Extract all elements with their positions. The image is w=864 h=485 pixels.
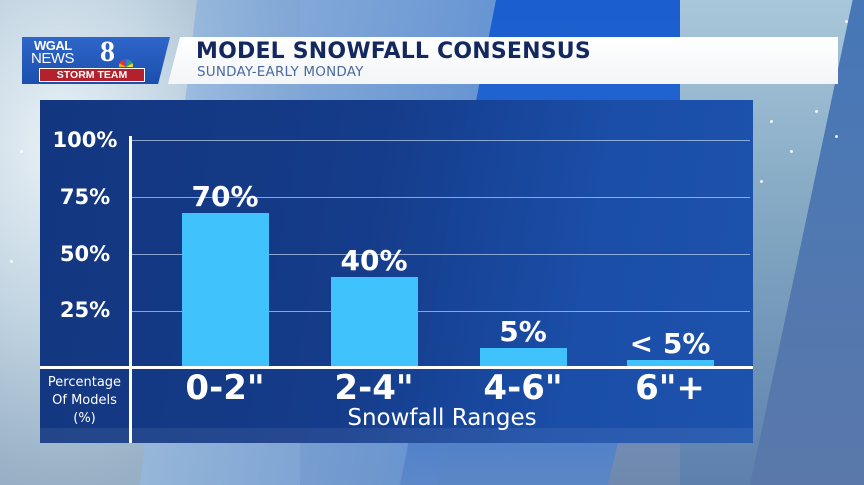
- y-axis-divider: [129, 136, 132, 443]
- snowflake: [20, 150, 23, 153]
- bar-6-plus: [627, 360, 714, 367]
- gridline-50: [130, 254, 750, 255]
- station-logo: WGAL NEWS 8 STORM TEAM: [22, 37, 170, 84]
- snowflake: [760, 180, 763, 183]
- header-bar: WGAL NEWS 8 STORM TEAM MODEL SNOWFALL CO…: [22, 37, 838, 84]
- nbc-peacock-icon: [119, 59, 133, 67]
- y-tick-50: 50%: [59, 242, 111, 266]
- bar-value-label: 70%: [191, 180, 259, 213]
- logo-wgal-text: WGAL: [34, 38, 72, 53]
- title-bar: MODEL SNOWFALL CONSENSUS SUNDAY-EARLY MO…: [168, 37, 838, 84]
- snowflake: [770, 120, 773, 123]
- logo-news-text: NEWS: [31, 50, 75, 67]
- y-tick-75: 75%: [59, 185, 111, 209]
- logo-channel-number: 8: [100, 35, 115, 68]
- bar-4-6: [480, 348, 567, 367]
- y-axis-title-line: Of Models: [52, 393, 117, 408]
- bar-value-label: 5%: [499, 315, 547, 348]
- y-axis-title-line: (%): [73, 411, 96, 426]
- category-label: 4-6": [483, 368, 563, 408]
- category-label: 2-4": [334, 368, 414, 408]
- snowflake: [835, 135, 838, 138]
- y-tick-100: 100%: [52, 128, 118, 152]
- snowflake: [790, 150, 793, 153]
- category-label: 0-2": [185, 368, 265, 408]
- y-axis-title-line: Percentage: [47, 375, 122, 390]
- snowflake: [10, 260, 13, 263]
- category-label: 6"+: [635, 368, 705, 408]
- gridline-75: [130, 197, 750, 198]
- x-axis-title: Snowfall Ranges: [347, 405, 537, 431]
- storm-team-banner: STORM TEAM: [39, 68, 145, 82]
- x-axis-baseline: [40, 366, 753, 369]
- y-tick-25: 25%: [59, 298, 111, 322]
- gridline-25: [130, 311, 750, 312]
- chart-panel: 100% 75% 50% 25% 70% 40% 5% < 5% Percent…: [40, 100, 753, 443]
- page-title: MODEL SNOWFALL CONSENSUS: [196, 39, 591, 64]
- bar-value-label: < 5%: [629, 327, 711, 360]
- page-subtitle: SUNDAY-EARLY MONDAY: [197, 64, 364, 80]
- bar-0-2: [182, 213, 269, 367]
- bar-value-label: 40%: [340, 244, 408, 277]
- snowflake: [845, 20, 848, 23]
- y-axis-title: Percentage Of Models (%): [40, 374, 129, 428]
- snowflake: [815, 110, 818, 113]
- panel-bottom-strip: [40, 428, 753, 443]
- gridline-100: [130, 140, 750, 141]
- bar-2-4: [331, 277, 418, 367]
